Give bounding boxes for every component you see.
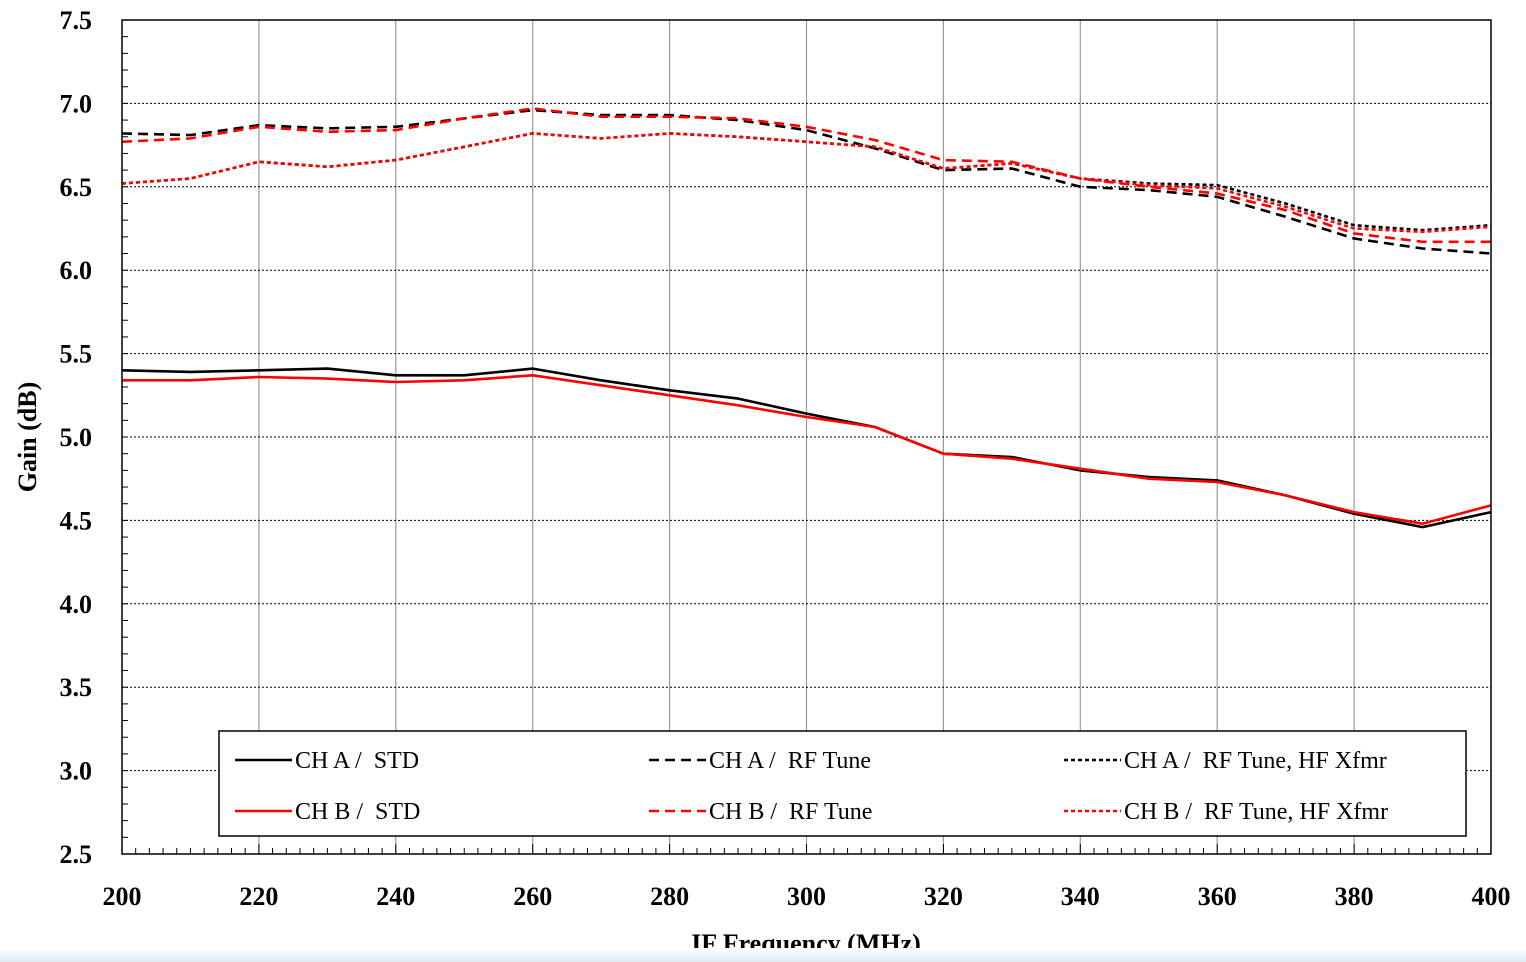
legend-label: CH A / RF Tune (709, 748, 871, 774)
series-line-2 (121, 108, 1492, 255)
y-tick-label: 2.5 (60, 840, 93, 869)
y-axis-tick-labels: 2.5 3.0 3.5 4.0 4.5 5.0 5.5 6.0 6.5 7.0 7.5 (60, 6, 93, 869)
y-tick-label: 7.0 (60, 89, 93, 118)
y-tick-label: 4.5 (60, 506, 93, 535)
x-tick-label: 200 (103, 882, 142, 911)
series-lines (121, 107, 1492, 529)
y-tick-label: 4.0 (60, 590, 93, 619)
x-tick-label: 280 (650, 882, 689, 911)
legend-label: CH B / RF Tune (709, 799, 872, 825)
y-tick-label: 3.5 (60, 673, 93, 702)
x-tick-label: 300 (787, 882, 826, 911)
legend-label: CH B / RF Tune, HF Xfmr (1124, 799, 1388, 825)
y-tick-label: 6.0 (60, 256, 93, 285)
x-tick-label: 380 (1335, 882, 1374, 911)
legend-label: CH A / RF Tune, HF Xfmr (1124, 748, 1387, 774)
x-tick-label: 260 (513, 882, 552, 911)
plot-area-frame (121, 19, 1492, 855)
y-axis-title: Gain (dB) (13, 382, 42, 493)
legend-box (218, 730, 1467, 837)
bottom-band (0, 948, 1526, 962)
y-tick-label: 5.5 (60, 340, 93, 369)
y-tick-label: 6.5 (60, 173, 93, 202)
grid-lines (122, 20, 1491, 854)
series-line-5 (121, 107, 1491, 244)
legend-label: CH B / STD (295, 799, 420, 825)
x-tick-label: 220 (239, 882, 278, 911)
y-tick-label: 3.0 (60, 757, 93, 786)
x-axis-tick-labels: 200 220 240 260 280 300 320 340 360 380 400 (103, 882, 1511, 911)
x-tick-label: 240 (376, 882, 415, 911)
legend: CH A / STD CH A / RF Tune CH A / RF Tune, … (218, 730, 1467, 837)
x-tick-label: 340 (1061, 882, 1100, 911)
series-line-4 (122, 373, 1492, 526)
y-tick-label: 5.0 (60, 423, 93, 452)
x-tick-label: 360 (1198, 882, 1237, 911)
x-tick-label: 400 (1472, 882, 1511, 911)
legend-label: CH A / STD (295, 748, 419, 774)
x-tick-label: 320 (924, 882, 963, 911)
y-tick-label: 7.5 (60, 6, 93, 35)
